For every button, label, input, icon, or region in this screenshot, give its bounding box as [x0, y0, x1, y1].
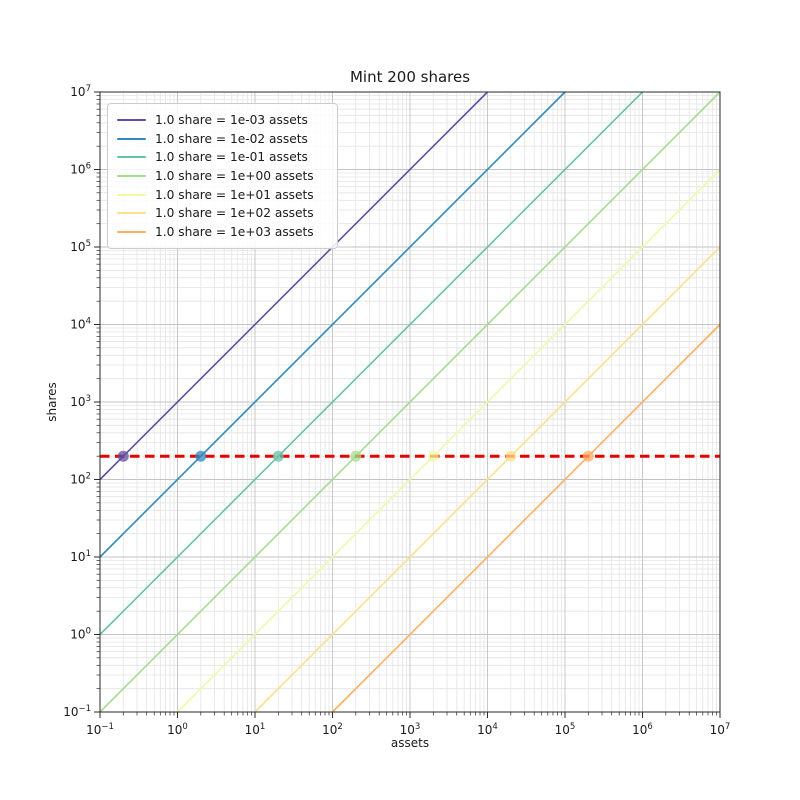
legend-label: 1.0 share = 1e+01 assets	[155, 187, 314, 202]
series-marker-4	[427, 450, 439, 462]
legend-item: 1.0 share = 1e-03 assets	[117, 111, 327, 130]
legend-label: 1.0 share = 1e-01 assets	[155, 150, 308, 165]
x-tick-label: 100	[167, 722, 188, 737]
legend-label: 1.0 share = 1e-03 assets	[155, 113, 308, 128]
series-line-6	[331, 323, 721, 713]
series-marker-3	[350, 450, 362, 462]
legend-item: 1.0 share = 1e-01 assets	[117, 148, 327, 167]
legend: 1.0 share = 1e-03 assets 1.0 share = 1e-0…	[107, 103, 338, 249]
chart-title: Mint 200 shares	[349, 68, 471, 86]
y-tick-label: 104	[70, 317, 91, 332]
y-tick-label: 101	[70, 549, 91, 564]
y-tick-label: 105	[70, 239, 91, 254]
legend-swatch	[117, 193, 146, 196]
y-axis-label: shares	[45, 382, 59, 422]
legend-swatch	[117, 175, 146, 178]
major-ticks	[94, 91, 721, 718]
legend-item: 1.0 share = 1e-02 assets	[117, 130, 327, 149]
x-tick-label: 107	[710, 722, 731, 737]
series-line-3	[99, 91, 721, 713]
y-tick-label: 103	[70, 394, 91, 409]
legend-item: 1.0 share = 1e+02 assets	[117, 204, 327, 223]
series-marker-2	[272, 450, 284, 462]
x-tick-label: 103	[400, 722, 421, 737]
y-tick-label: 102	[70, 472, 91, 487]
series-lines	[99, 91, 721, 713]
x-tick-label: 101	[245, 722, 266, 737]
legend-item: 1.0 share = 1e+00 assets	[117, 167, 327, 186]
legend-swatch	[117, 212, 146, 215]
y-tick-label: 100	[70, 627, 91, 642]
y-tick-label: 106	[70, 162, 91, 177]
legend-label: 1.0 share = 1e+00 assets	[155, 169, 314, 184]
y-tick-label: 107	[70, 84, 91, 99]
legend-item: 1.0 share = 1e+03 assets	[117, 222, 327, 241]
legend-swatch	[117, 137, 146, 140]
legend-item: 1.0 share = 1e+01 assets	[117, 185, 327, 204]
series-line-4	[176, 168, 721, 713]
series-line-1	[99, 91, 566, 558]
x-tick-label: 102	[322, 722, 343, 737]
legend-swatch	[117, 230, 146, 233]
series-line-5	[254, 246, 721, 713]
series-markers	[117, 450, 594, 462]
series-marker-0	[117, 450, 129, 462]
legend-swatch	[117, 156, 146, 159]
x-axis-label: assets	[390, 736, 430, 750]
x-tick-label: 10−1	[86, 722, 114, 737]
series-marker-1	[195, 450, 207, 462]
x-tick-label: 105	[555, 722, 576, 737]
series-marker-5	[505, 450, 517, 462]
series-line-0	[99, 91, 489, 481]
minor-ticks	[96, 95, 717, 716]
x-tick-label: 104	[477, 722, 498, 737]
legend-swatch	[117, 119, 146, 122]
legend-label: 1.0 share = 1e-02 assets	[155, 131, 308, 146]
x-tick-label: 106	[632, 722, 653, 737]
series-marker-6	[582, 450, 594, 462]
legend-label: 1.0 share = 1e+03 assets	[155, 224, 314, 239]
legend-label: 1.0 share = 1e+02 assets	[155, 206, 314, 221]
y-tick-label: 10−1	[63, 704, 91, 719]
series-line-2	[99, 91, 644, 636]
